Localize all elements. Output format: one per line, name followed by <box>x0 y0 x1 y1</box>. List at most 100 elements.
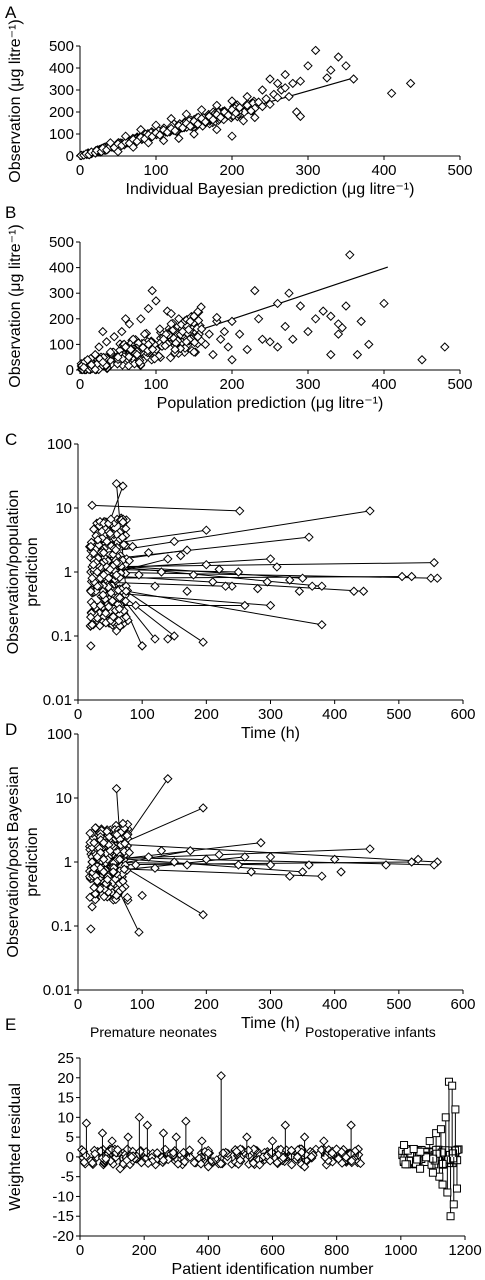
data-point <box>143 303 154 314</box>
data-point <box>227 131 237 141</box>
diamond-marker <box>355 1158 366 1169</box>
data-point <box>134 570 144 580</box>
data-point <box>317 581 327 591</box>
diamond-marker <box>136 1157 147 1168</box>
diamond-marker <box>286 1159 297 1170</box>
data-point <box>182 545 192 555</box>
x-axis-label: Time (h) <box>241 1015 300 1032</box>
diamond-marker <box>79 1157 89 1167</box>
data-point <box>304 860 314 870</box>
diamond-marker <box>158 1155 169 1165</box>
data-point <box>170 125 180 136</box>
data-point <box>174 314 184 324</box>
x-tick-label: 200 <box>132 1242 157 1259</box>
data-point <box>86 360 97 370</box>
data-point <box>105 528 115 539</box>
x-tick-label: 300 <box>258 996 283 1013</box>
data-point <box>250 285 260 296</box>
data-point <box>201 854 212 865</box>
y-tick-label: 500 <box>49 38 74 55</box>
data-point <box>124 556 135 566</box>
data-point <box>208 114 218 125</box>
diamond-marker <box>107 1136 117 1146</box>
data-point <box>150 581 160 591</box>
series-segment <box>94 842 438 863</box>
data-point <box>432 573 443 583</box>
data-point <box>156 846 167 856</box>
cluster-point <box>122 892 133 903</box>
cluster-point <box>85 828 95 839</box>
x-tick-label: 0 <box>74 706 82 723</box>
square-marker <box>416 1147 425 1156</box>
x-tick-label: 500 <box>386 706 411 723</box>
data-point <box>150 863 160 873</box>
data-point <box>337 323 347 333</box>
data-point <box>98 838 109 848</box>
y-tick-label: -15 <box>52 1208 74 1225</box>
data-point <box>115 854 125 865</box>
x-tick-label: 300 <box>295 376 320 393</box>
data-point <box>86 924 96 934</box>
y-tick-label: 15 <box>57 1090 74 1107</box>
data-point <box>252 583 263 594</box>
cluster-point <box>89 524 99 534</box>
data-point <box>215 112 226 123</box>
data-point <box>166 308 176 319</box>
data-point <box>111 478 122 489</box>
data-point <box>128 334 138 344</box>
data-point <box>181 109 192 119</box>
data-point <box>303 326 313 337</box>
x-tick-label: 200 <box>194 996 219 1013</box>
data-point <box>127 541 138 552</box>
square-marker <box>452 1184 461 1193</box>
data-point <box>118 517 128 527</box>
diamond-marker <box>272 1157 282 1168</box>
series-postoperative-infants <box>398 1077 463 1221</box>
data-point <box>131 600 141 611</box>
data-point <box>246 106 256 116</box>
data-point <box>89 882 99 893</box>
data-point <box>326 311 336 321</box>
diamond-marker <box>231 1146 242 1157</box>
diamond-marker <box>196 1159 206 1169</box>
data-point <box>131 860 141 870</box>
diamond-marker <box>81 1118 92 1128</box>
cluster-point <box>193 315 204 326</box>
data-point <box>294 586 305 596</box>
data-point <box>143 548 154 558</box>
y-tick-label: 100 <box>49 336 74 353</box>
diamond-marker <box>216 1071 226 1081</box>
y-tick-label: 100 <box>47 436 72 453</box>
data-point <box>86 586 96 596</box>
data-point <box>417 355 427 365</box>
square-marker <box>441 1113 450 1122</box>
diamond-marker <box>306 1152 317 1162</box>
data-point <box>120 342 131 352</box>
data-point <box>181 337 192 347</box>
data-point <box>200 117 211 127</box>
diamond-marker <box>185 1152 195 1162</box>
data-point <box>170 344 180 355</box>
data-point <box>98 357 108 368</box>
data-point <box>117 326 127 337</box>
diamond-marker <box>216 1158 226 1169</box>
data-point <box>256 838 266 848</box>
x-tick-label: 200 <box>219 376 244 393</box>
cluster-point <box>106 514 116 524</box>
square-marker <box>438 1180 447 1189</box>
data-point <box>212 312 222 323</box>
data-point <box>204 329 214 339</box>
chart-panel-e: E -20 -15 -10 -5 0 5 10 15 20 25 0 200 400 600 800 1000 1… <box>5 1015 482 1278</box>
y-tick-label: 100 <box>47 726 72 743</box>
diamond-marker <box>276 1144 286 1155</box>
data-point <box>121 586 131 596</box>
series-segment <box>103 510 371 554</box>
data-point <box>272 78 283 89</box>
data-point <box>227 316 237 327</box>
y-tick-label: 10 <box>57 1109 74 1126</box>
data-point <box>317 871 327 881</box>
data-point <box>163 634 173 644</box>
data-point <box>87 902 97 912</box>
cluster-point <box>124 352 134 362</box>
